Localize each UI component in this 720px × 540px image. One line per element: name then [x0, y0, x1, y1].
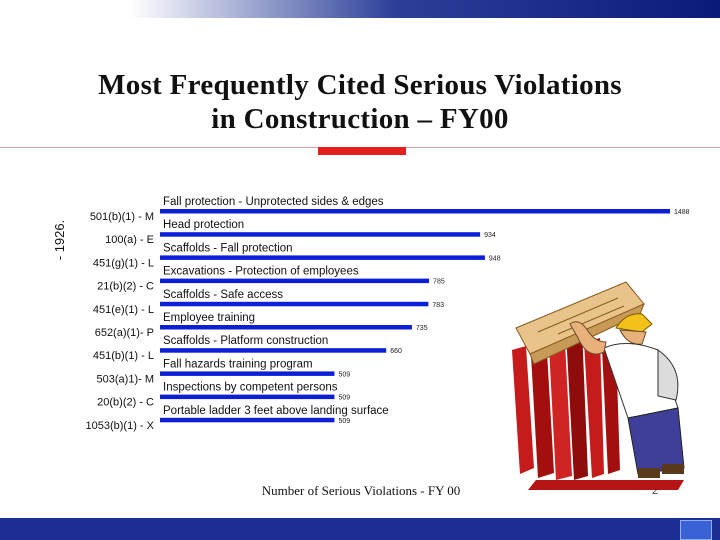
category-label: 501(b)(1) - M — [90, 211, 154, 223]
value-label: 783 — [432, 302, 444, 309]
corner-logo-box — [680, 520, 712, 540]
value-label: 948 — [489, 255, 501, 262]
bar-description: Excavations - Protection of employees — [163, 266, 359, 278]
category-label: 451(g)(1) - L — [93, 257, 154, 269]
bar — [160, 255, 485, 260]
worker-figure — [569, 313, 685, 478]
value-label: 660 — [390, 348, 402, 355]
category-label: 451(e)(1) - L — [93, 304, 154, 316]
bar-description: Scaffolds - Platform construction — [163, 335, 328, 347]
bar-description: Scaffolds - Fall protection — [163, 242, 293, 254]
bar-description: Portable ladder 3 feet above landing sur… — [163, 405, 389, 417]
bar-description: Inspections by competent persons — [163, 382, 338, 394]
category-label: 20(b)(2) - C — [97, 397, 154, 409]
bar-description: Scaffolds - Safe access — [163, 289, 283, 301]
bar — [160, 325, 412, 330]
category-label: 652(a)(1)- P — [95, 327, 154, 339]
bar — [160, 394, 335, 400]
category-label: 503(a)1)- M — [97, 373, 154, 385]
worker-illustration — [512, 281, 685, 490]
value-label: 1488 — [674, 209, 690, 216]
title-line-2: in Construction – FY00 — [211, 103, 509, 135]
bar — [160, 371, 335, 376]
value-label: 785 — [433, 279, 445, 286]
category-label: 21(b)(2) - C — [97, 281, 154, 293]
bar-description: Head protection — [163, 219, 244, 231]
bar — [160, 348, 387, 353]
category-label: 100(a) - E — [105, 234, 154, 246]
divider-accent — [318, 147, 406, 155]
title-line-1: Most Frequently Cited Serious Violations — [98, 69, 622, 101]
side-axis-label: - 1926. — [52, 220, 67, 260]
category-label: 1053(b)(1) - X — [86, 420, 155, 432]
slide-title: Most Frequently Cited Serious Violations… — [0, 68, 720, 136]
top-banner — [0, 0, 720, 18]
bar — [160, 232, 481, 237]
bars-layer: 501(b)(1) - M Fall protection - Unprotect… — [86, 196, 690, 432]
bottom-banner — [0, 518, 720, 540]
bar-description: Fall protection - Unprotected sides & ed… — [163, 196, 384, 208]
bar-description: Fall hazards training program — [163, 358, 313, 370]
bar-description: Employee training — [163, 312, 255, 324]
bar — [160, 278, 430, 284]
value-label: 735 — [416, 325, 428, 332]
bar — [160, 301, 429, 307]
value-label: 509 — [338, 371, 350, 378]
bar — [160, 417, 335, 423]
value-label: 509 — [338, 418, 350, 425]
category-label: 451(b)(1) - L — [93, 350, 154, 362]
x-axis-label: Number of Serious Violations - FY 00 — [262, 483, 461, 498]
value-label: 509 — [338, 395, 350, 402]
bar — [160, 209, 670, 214]
page-number: 2 — [652, 485, 658, 497]
value-label: 934 — [484, 232, 496, 239]
